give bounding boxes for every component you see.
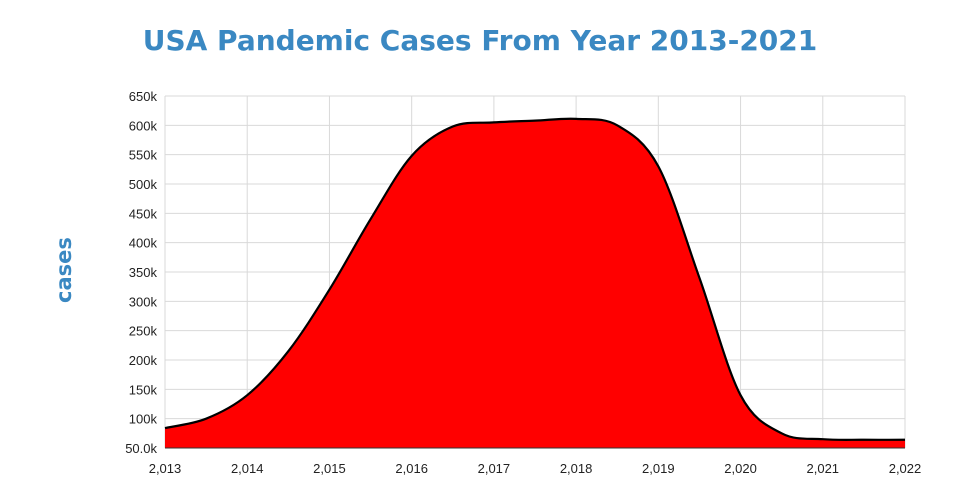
x-tick-label: 2,018 <box>560 461 593 476</box>
y-tick-label: 400k <box>129 236 158 251</box>
x-tick-label: 2,016 <box>395 461 428 476</box>
x-tick-label: 2,014 <box>231 461 264 476</box>
x-tick-label: 2,017 <box>478 461 511 476</box>
chart-title: USA Pandemic Cases From Year 2013-2021 <box>142 24 818 57</box>
y-tick-label: 50.0k <box>125 441 157 456</box>
x-tick-label: 2,013 <box>149 461 182 476</box>
area-fill <box>165 118 905 448</box>
y-tick-label: 450k <box>129 206 158 221</box>
y-tick-label: 550k <box>129 148 158 163</box>
x-tick-label: 2,021 <box>807 461 840 476</box>
y-tick-label: 600k <box>129 118 158 133</box>
y-tick-label: 250k <box>129 324 158 339</box>
y-tick-label: 650k <box>129 89 158 104</box>
y-tick-label: 200k <box>129 353 158 368</box>
x-tick-label: 2,015 <box>313 461 346 476</box>
y-tick-label: 350k <box>129 265 158 280</box>
x-tick-label: 2,019 <box>642 461 675 476</box>
y-tick-label: 100k <box>129 412 158 427</box>
series-line <box>164 117 906 441</box>
x-tick-label: 2,022 <box>889 461 922 476</box>
y-tick-label: 300k <box>129 294 158 309</box>
y-tick-label: 500k <box>129 177 158 192</box>
y-tick-label: 150k <box>129 382 158 397</box>
x-tick-label: 2,020 <box>724 461 757 476</box>
